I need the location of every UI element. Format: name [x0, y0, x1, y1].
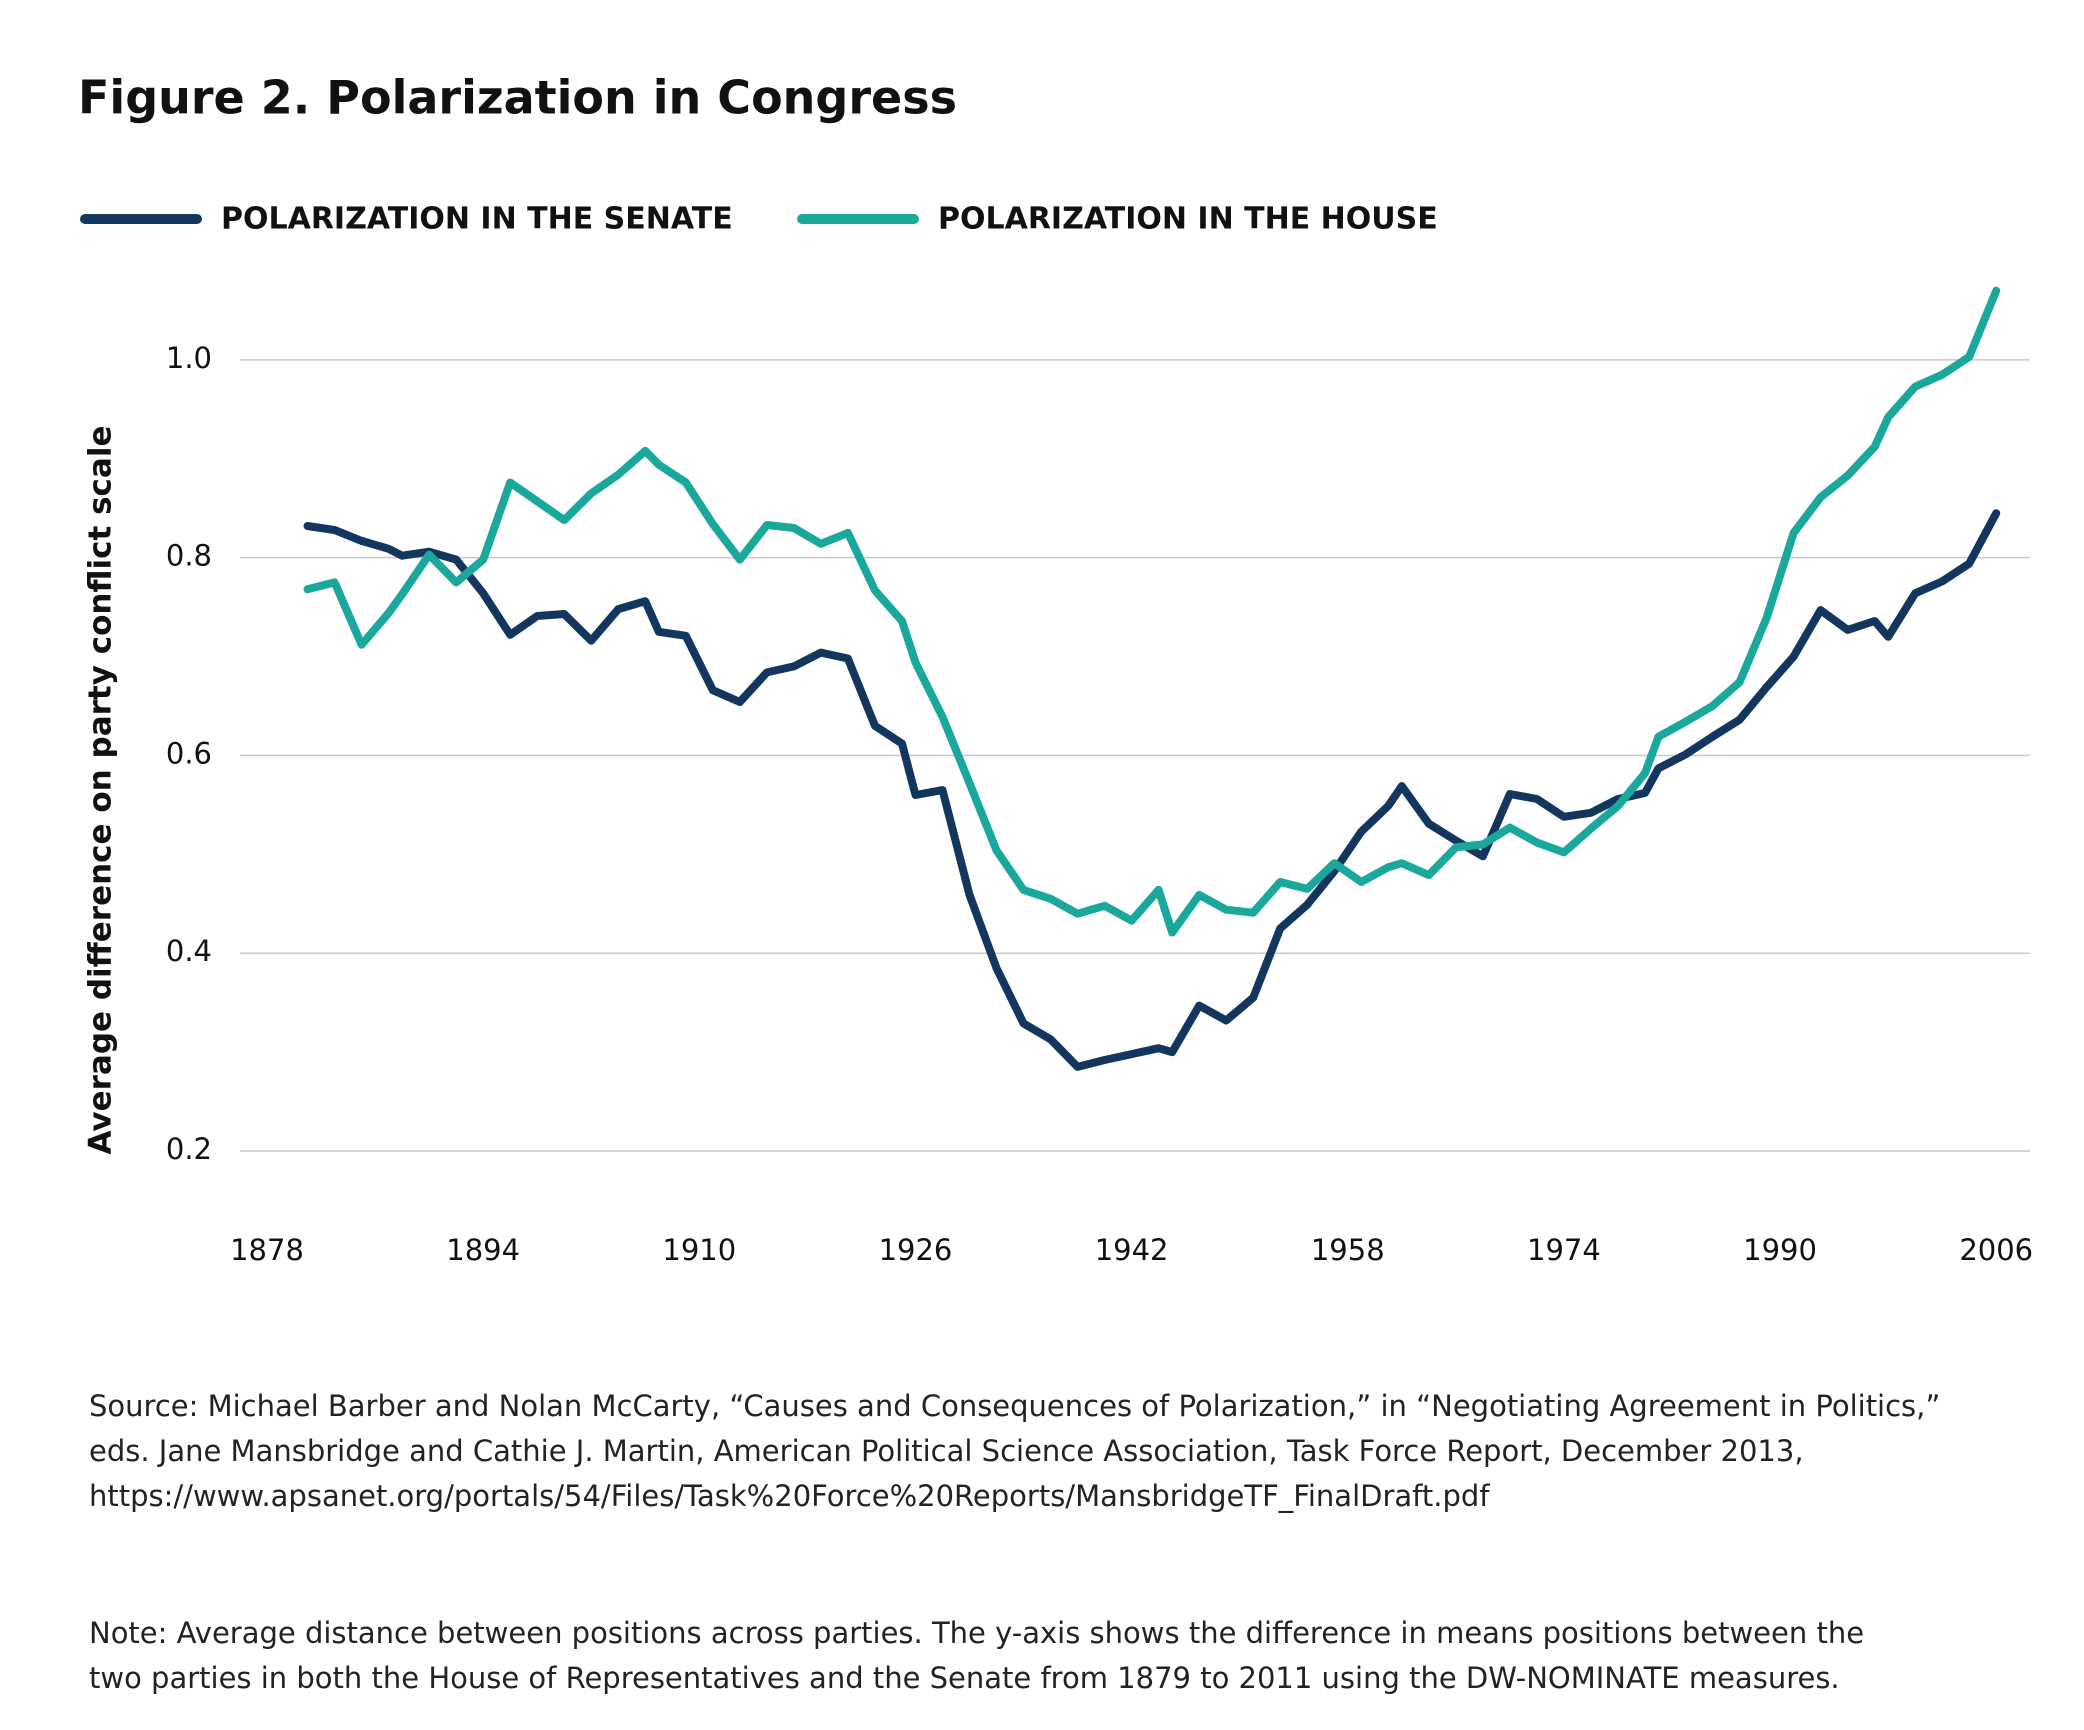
series-line: [303, 509, 2001, 1071]
y-tick-label: 0.8: [166, 539, 212, 573]
x-tick-label: 1878: [230, 1233, 304, 1267]
y-tick-label: 0.6: [166, 736, 212, 770]
source-line: Source: Michael Barber and Nolan McCarty…: [89, 1389, 1940, 1423]
x-tick-label: 1958: [1311, 1233, 1385, 1267]
legend-label: POLARIZATION IN THE HOUSE: [938, 202, 1438, 237]
note-line: Note: Average distance between positions…: [89, 1616, 1864, 1650]
x-tick-label: 1942: [1095, 1233, 1169, 1267]
x-tick-label: 1910: [662, 1233, 736, 1267]
note-line: two parties in both the House of Represe…: [89, 1661, 1840, 1695]
x-tick-label: 1894: [446, 1233, 520, 1267]
x-tick-label: 1926: [879, 1233, 953, 1267]
chart-title: Figure 2. Polarization in Congress: [78, 71, 957, 125]
x-tick-label: 2006: [1959, 1233, 2033, 1267]
y-axis-label: Average difference on party conflict sca…: [83, 426, 119, 1155]
y-tick-label: 0.4: [166, 934, 212, 968]
x-tick-label: 1974: [1527, 1233, 1601, 1267]
source-line: eds. Jane Mansbridge and Cathie J. Marti…: [89, 1434, 1804, 1468]
x-tick-label: 1990: [1743, 1233, 1817, 1267]
y-tick-label: 1.0: [166, 341, 212, 375]
legend-label: POLARIZATION IN THE SENATE: [221, 202, 733, 237]
y-tick-label: 0.2: [166, 1132, 212, 1166]
series-line: [303, 286, 2001, 937]
source-line: https://www.apsanet.org/portals/54/Files…: [89, 1479, 1490, 1513]
